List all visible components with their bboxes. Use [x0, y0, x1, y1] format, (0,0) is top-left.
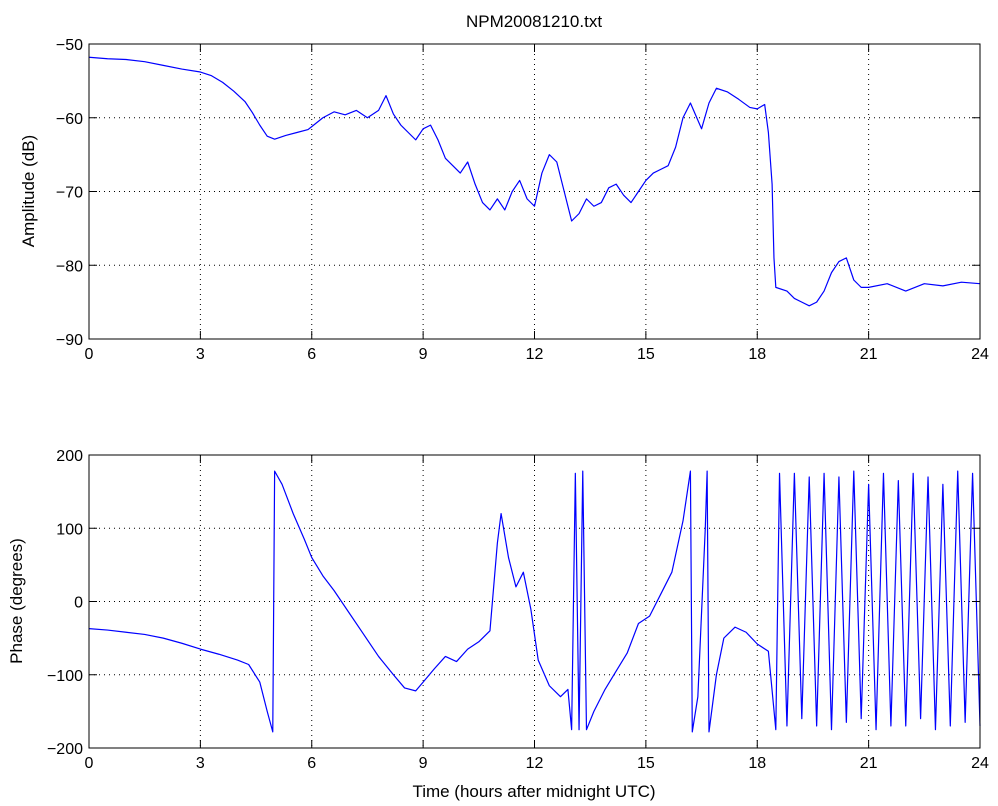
- amplitude-grid: [89, 44, 980, 339]
- x-tick-label: 6: [307, 346, 316, 363]
- series-line: [88, 470, 981, 733]
- x-tick-label: 12: [526, 755, 544, 772]
- x-tick-label: 0: [85, 755, 94, 772]
- amplitude-y-label: Amplitude (dB): [19, 135, 38, 247]
- series-line: [88, 56, 981, 307]
- y-tick-label: −200: [47, 741, 83, 758]
- x-tick-label: 21: [860, 346, 878, 363]
- x-tick-label: 24: [971, 755, 989, 772]
- y-tick-label: 0: [74, 595, 83, 612]
- amplitude-ticks: 0 3 6 9 12 15 18 21 24 −90 −80 −70 −60 −50: [56, 37, 989, 363]
- phase-grid: [89, 455, 980, 748]
- x-tick-label: 3: [196, 755, 205, 772]
- x-tick-label: 18: [748, 755, 766, 772]
- x-tick-label: 12: [526, 346, 544, 363]
- phase-series: [88, 470, 981, 733]
- y-tick-label: −60: [56, 111, 83, 128]
- x-tick-label: 0: [85, 346, 94, 363]
- x-tick-label: 18: [748, 346, 766, 363]
- y-tick-label: −90: [56, 332, 83, 349]
- y-tick-label: −50: [56, 37, 83, 54]
- amplitude-plot: 0 3 6 9 12 15 18 21 24 −90 −80 −70 −60 −50 Amplitude …: [19, 37, 989, 363]
- x-tick-label: 9: [419, 755, 428, 772]
- y-tick-label: −100: [47, 668, 83, 685]
- y-tick-label: −80: [56, 258, 83, 275]
- x-tick-label: 15: [637, 346, 655, 363]
- phase-ticks: 0 3 6 9 12 15 18 21 24 −200 −100 0 100 200: [47, 448, 989, 772]
- x-tick-label: 3: [196, 346, 205, 363]
- x-tick-label: 6: [307, 755, 316, 772]
- y-tick-label: 100: [56, 521, 83, 538]
- amplitude-series: [88, 56, 981, 307]
- x-tick-label: 9: [419, 346, 428, 363]
- y-tick-label: 200: [56, 448, 83, 465]
- phase-y-label: Phase (degrees): [7, 538, 26, 664]
- x-tick-label: 15: [637, 755, 655, 772]
- x-tick-label: 24: [971, 346, 989, 363]
- phase-x-label: Time (hours after midnight UTC): [412, 782, 655, 801]
- y-tick-label: −70: [56, 185, 83, 202]
- chart-title: NPM20081210.txt: [466, 12, 602, 31]
- x-tick-label: 21: [860, 755, 878, 772]
- phase-plot: 0 3 6 9 12 15 18 21 24 −200 −100 0 100 200 Phase (deg…: [7, 448, 989, 801]
